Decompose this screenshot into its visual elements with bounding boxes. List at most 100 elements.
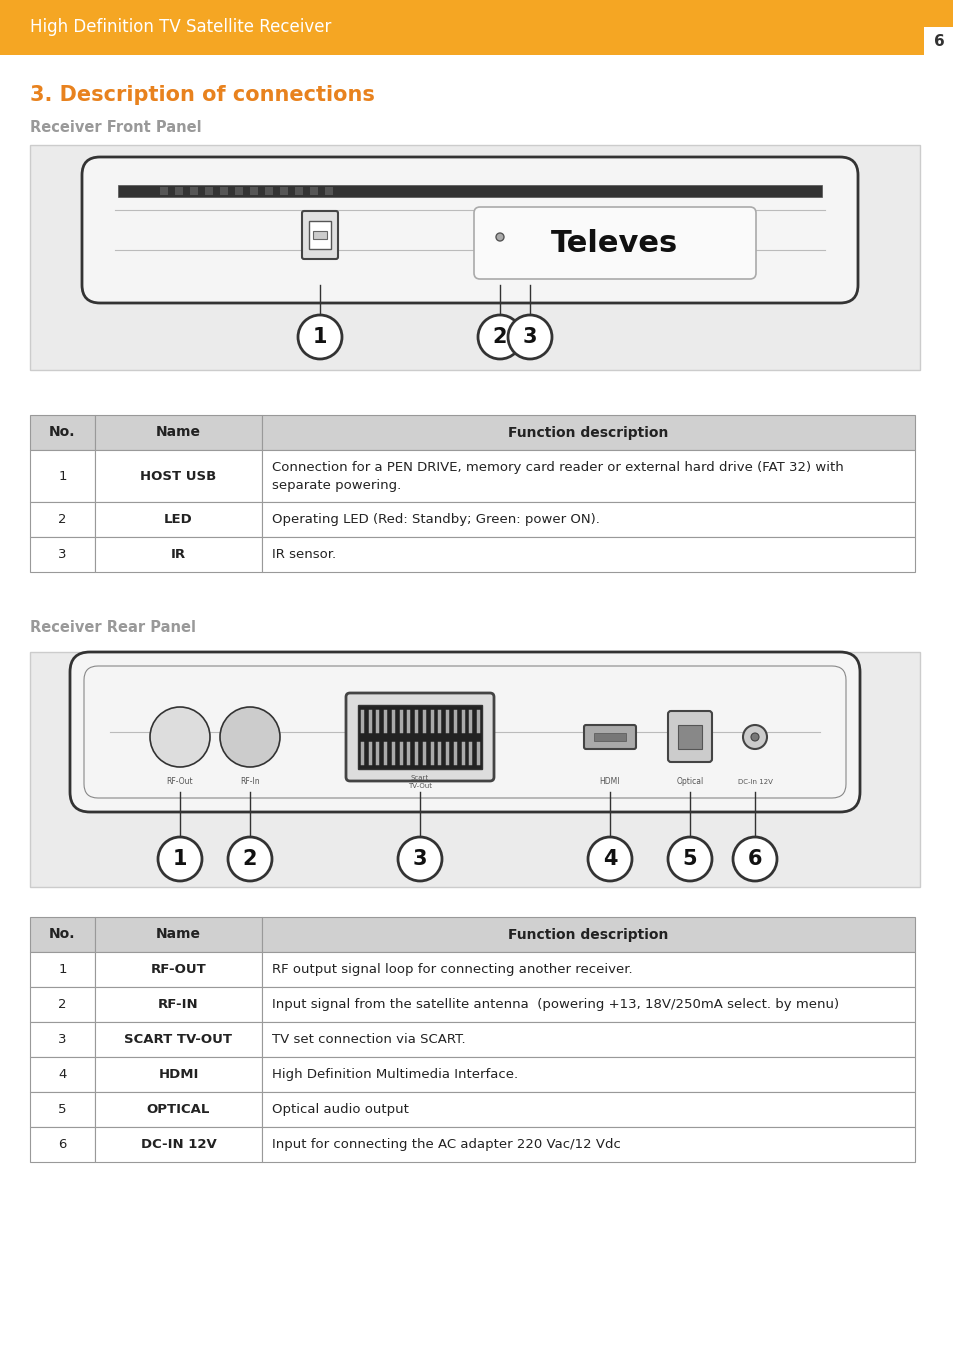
Text: 3: 3 xyxy=(58,1033,67,1047)
Text: Input signal from the satellite antenna  (powering +13, 18V/250mA select. by men: Input signal from the satellite antenna … xyxy=(272,998,839,1011)
Bar xyxy=(265,187,273,195)
Bar xyxy=(262,952,914,987)
Text: separate powering.: separate powering. xyxy=(272,478,401,492)
FancyBboxPatch shape xyxy=(667,711,711,762)
Circle shape xyxy=(228,837,272,881)
Circle shape xyxy=(235,723,264,751)
Text: Input for connecting the AC adapter 220 Vac/12 Vdc: Input for connecting the AC adapter 220 … xyxy=(272,1137,620,1151)
Text: 3: 3 xyxy=(522,328,537,347)
Text: Optical audio output: Optical audio output xyxy=(272,1104,409,1116)
Bar xyxy=(294,187,303,195)
Bar xyxy=(357,705,481,769)
Bar xyxy=(190,187,198,195)
FancyBboxPatch shape xyxy=(474,207,755,279)
Bar xyxy=(30,1091,95,1127)
Text: DC-IN 12V: DC-IN 12V xyxy=(140,1137,216,1151)
Circle shape xyxy=(177,734,183,741)
Text: 2: 2 xyxy=(58,998,67,1011)
Text: IR sensor.: IR sensor. xyxy=(272,548,335,561)
Text: 4: 4 xyxy=(602,849,617,869)
Text: 4: 4 xyxy=(58,1068,67,1080)
Bar xyxy=(0,0,953,56)
Circle shape xyxy=(297,315,341,359)
Circle shape xyxy=(397,837,441,881)
Text: 1: 1 xyxy=(58,963,67,976)
Circle shape xyxy=(150,707,210,766)
Bar xyxy=(262,538,914,571)
Text: Function description: Function description xyxy=(508,927,668,941)
FancyBboxPatch shape xyxy=(82,157,857,303)
Bar xyxy=(30,502,95,538)
Bar xyxy=(325,187,333,195)
Circle shape xyxy=(732,837,776,881)
Text: Receiver Front Panel: Receiver Front Panel xyxy=(30,119,201,134)
Bar xyxy=(262,450,914,502)
Bar xyxy=(234,187,243,195)
Text: RF-In: RF-In xyxy=(240,777,259,787)
Text: 5: 5 xyxy=(682,849,697,869)
Bar xyxy=(30,1057,95,1091)
Bar xyxy=(262,987,914,1022)
Text: High Definition TV Satellite Receiver: High Definition TV Satellite Receiver xyxy=(30,19,331,37)
Text: 6: 6 xyxy=(58,1137,67,1151)
Text: 2: 2 xyxy=(493,328,507,347)
Circle shape xyxy=(172,730,187,743)
Text: 6: 6 xyxy=(933,34,943,49)
Text: HDMI: HDMI xyxy=(599,777,619,787)
Text: Operating LED (Red: Standby; Green: power ON).: Operating LED (Red: Standby; Green: powe… xyxy=(272,513,599,525)
Bar xyxy=(310,187,317,195)
Bar xyxy=(30,414,95,450)
Circle shape xyxy=(158,715,202,760)
Bar xyxy=(262,1091,914,1127)
Bar xyxy=(95,952,262,987)
Text: High Definition Multimedia Interface.: High Definition Multimedia Interface. xyxy=(272,1068,517,1080)
Bar xyxy=(30,653,919,887)
Bar xyxy=(95,1057,262,1091)
Bar xyxy=(220,187,228,195)
Text: RF-OUT: RF-OUT xyxy=(151,963,206,976)
Circle shape xyxy=(496,233,503,241)
Circle shape xyxy=(742,724,766,749)
Bar xyxy=(262,1127,914,1162)
Circle shape xyxy=(587,837,631,881)
Bar xyxy=(30,952,95,987)
Text: 3: 3 xyxy=(58,548,67,561)
Text: Televes: Televes xyxy=(551,229,678,257)
Text: Receiver Rear Panel: Receiver Rear Panel xyxy=(30,620,195,635)
Circle shape xyxy=(220,707,280,766)
Bar xyxy=(160,187,168,195)
Circle shape xyxy=(667,837,711,881)
Bar xyxy=(95,502,262,538)
FancyBboxPatch shape xyxy=(302,211,337,259)
Bar xyxy=(95,1127,262,1162)
Bar xyxy=(262,414,914,450)
Text: 1: 1 xyxy=(313,328,327,347)
Text: Connection for a PEN DRIVE, memory card reader or external hard drive (FAT 32) w: Connection for a PEN DRIVE, memory card … xyxy=(272,462,842,474)
Text: No.: No. xyxy=(50,927,75,941)
Bar xyxy=(174,187,183,195)
Circle shape xyxy=(750,733,759,741)
Bar xyxy=(118,185,821,196)
Bar xyxy=(95,917,262,952)
Text: No.: No. xyxy=(50,425,75,440)
Bar xyxy=(95,414,262,450)
Bar xyxy=(95,1091,262,1127)
Bar xyxy=(30,538,95,571)
Text: 3. Description of connections: 3. Description of connections xyxy=(30,85,375,106)
Bar xyxy=(262,1057,914,1091)
Bar xyxy=(313,232,327,240)
Circle shape xyxy=(477,315,521,359)
Text: SCART TV-OUT: SCART TV-OUT xyxy=(125,1033,233,1047)
Bar xyxy=(250,187,257,195)
Bar xyxy=(95,1022,262,1057)
Text: OPTICAL: OPTICAL xyxy=(147,1104,210,1116)
Text: Scart
TV-Out: Scart TV-Out xyxy=(408,776,432,788)
Bar xyxy=(280,187,288,195)
Bar xyxy=(95,538,262,571)
Text: LED: LED xyxy=(164,513,193,525)
Text: 2: 2 xyxy=(58,513,67,525)
Text: HOST USB: HOST USB xyxy=(140,470,216,482)
Text: RF-IN: RF-IN xyxy=(158,998,198,1011)
Bar xyxy=(30,1127,95,1162)
Text: 5: 5 xyxy=(58,1104,67,1116)
